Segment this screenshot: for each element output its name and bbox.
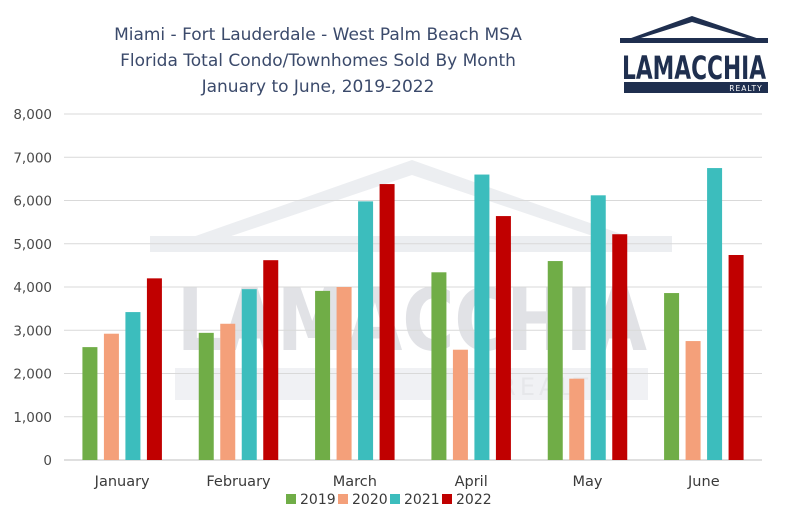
y-tick-label: 2,000: [13, 367, 52, 383]
legend-swatch-2019: [286, 494, 296, 504]
chart-title-line-1: Miami - Fort Lauderdale - West Palm Beac…: [114, 25, 522, 45]
bar-2022-june: [728, 254, 744, 460]
bar-2022-february: [263, 260, 279, 460]
bar-2019-january: [82, 347, 98, 460]
x-axis-category-labels: January February March April May June: [94, 474, 720, 490]
chart-title: Miami - Fort Lauderdale - West Palm Beac…: [114, 25, 522, 97]
legend: 2019 2020 2021 2022: [286, 492, 492, 508]
chart-title-line-2: Florida Total Condo/Townhomes Sold By Mo…: [120, 51, 516, 71]
logo-sub-bar: [624, 82, 768, 93]
y-tick-label: 6,000: [13, 194, 52, 210]
y-tick-label: 5,000: [13, 237, 52, 253]
bar-2021-june: [707, 168, 723, 460]
bar-2019-march: [315, 290, 331, 460]
logo-roof-bar: [620, 38, 768, 43]
legend-swatch-2020: [338, 494, 348, 504]
legend-label-2019: 2019: [300, 492, 336, 508]
bar-2019-may: [547, 261, 563, 460]
logo-wordmark: LAMACCHIA: [622, 49, 766, 87]
bar-2020-april: [452, 349, 468, 460]
x-category-label: April: [455, 474, 488, 490]
bar-2021-april: [474, 174, 490, 461]
y-tick-label: 0: [43, 453, 52, 469]
bar-2021-january: [125, 312, 141, 460]
x-category-label: June: [687, 474, 720, 490]
bar-2020-june: [685, 341, 701, 460]
bar-2021-february: [241, 289, 257, 460]
y-tick-label: 1,000: [13, 410, 52, 426]
y-tick-label: 3,000: [13, 323, 52, 339]
bar-2019-april: [431, 272, 447, 460]
lamacchia-logo: LAMACCHIA REALTY: [620, 16, 768, 93]
bar-2020-january: [103, 333, 119, 460]
bar-series: [82, 168, 744, 461]
bar-2019-february: [198, 332, 214, 460]
x-category-label: March: [333, 474, 377, 490]
x-category-label: May: [573, 474, 603, 490]
x-category-label: February: [206, 474, 271, 490]
y-axis-tick-labels: 0 1,000 2,000 3,000 4,000 5,000 6,000 7,000 8,00…: [13, 107, 52, 469]
bar-2021-march: [358, 201, 374, 461]
y-tick-label: 7,000: [13, 150, 52, 166]
bar-2022-april: [495, 216, 511, 460]
chart-title-line-3: January to June, 2019-2022: [201, 77, 435, 97]
legend-label-2020: 2020: [352, 492, 388, 508]
bar-2019-june: [664, 293, 680, 460]
bar-2022-may: [612, 234, 628, 460]
bar-2020-may: [569, 378, 585, 460]
y-tick-label: 8,000: [13, 107, 52, 123]
x-category-label: January: [94, 474, 150, 490]
bar-2021-may: [590, 195, 606, 460]
bar-2020-february: [220, 323, 236, 460]
legend-swatch-2021: [390, 494, 400, 504]
logo-subtext: REALTY: [729, 84, 762, 93]
legend-label-2021: 2021: [404, 492, 440, 508]
bar-2020-march: [336, 287, 352, 460]
bar-2022-march: [379, 184, 395, 460]
y-tick-label: 4,000: [13, 280, 52, 296]
bar-2022-january: [146, 278, 162, 460]
legend-label-2022: 2022: [456, 492, 492, 508]
gridlines: [64, 113, 762, 461]
legend-swatch-2022: [442, 494, 452, 504]
